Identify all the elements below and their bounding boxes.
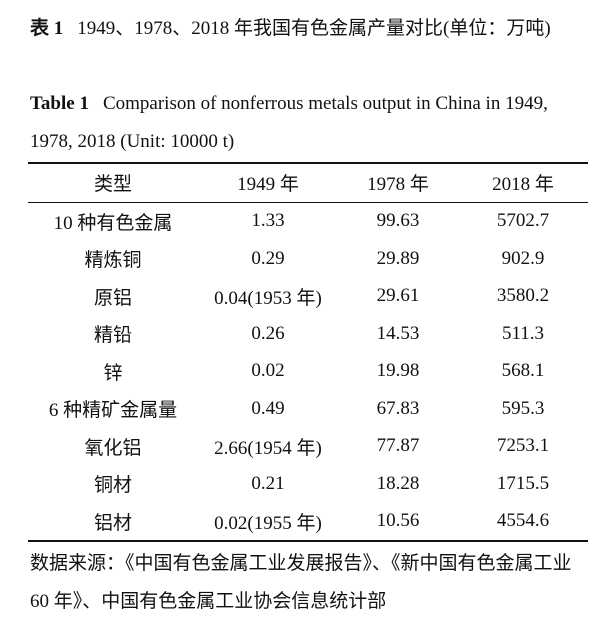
table-cell: 铜材 xyxy=(93,475,132,497)
table-cell: 0.02(1955 年) xyxy=(214,512,322,534)
table-cell: 10.56 xyxy=(376,510,420,532)
footnote: 数据来源：《中国有色金属工业发展报告》、《新中国有色金属工业 60 年》、中国有… xyxy=(30,553,572,612)
caption-en: Table 1 Comparison of nonferrous metals o… xyxy=(30,85,590,161)
table-row: 锌 0.02 19.98 568.1 xyxy=(28,353,588,391)
table-cell: 0.04(1953 年) xyxy=(214,287,322,309)
table-cell: 902.9 xyxy=(501,247,545,269)
data-table: 类型 1949 年 1978 年 2018 年 10 种有色金属 1.33 99.63 57… xyxy=(28,162,588,542)
table-cell: 568.1 xyxy=(501,360,545,382)
table-cell: 77.87 xyxy=(376,435,420,457)
table-cell: 0.26 xyxy=(251,322,285,344)
table-cell: 0.21 xyxy=(251,472,285,494)
table-cell: 6 种精矿金属量 xyxy=(48,400,178,422)
table-row: 10 种有色金属 1.33 99.63 5702.7 xyxy=(28,202,588,240)
table-cell: 5702.7 xyxy=(496,210,550,232)
table-body: 10 种有色金属 1.33 99.63 5702.7 精炼铜 0.29 29.89 902.9… xyxy=(28,202,588,541)
header-cell: 1978 年 xyxy=(367,174,429,196)
caption-label: Table 1 xyxy=(30,93,89,114)
table-row: 原铝 0.04(1953 年) 29.61 3580.2 xyxy=(28,278,588,316)
header-cell: 类型 xyxy=(93,174,132,196)
table-cell: 29.61 xyxy=(376,285,420,307)
table-row: 铝材 0.02(1955 年) 10.56 4554.6 xyxy=(28,503,588,541)
table-cell: 1715.5 xyxy=(496,472,550,494)
caption-label: 表 1 xyxy=(30,18,64,39)
table-row: 精炼铜 0.29 29.89 902.9 xyxy=(28,240,588,278)
header-row: 类型 1949 年 1978 年 2018 年 xyxy=(28,163,588,202)
table-cell: 0.29 xyxy=(251,247,285,269)
table-cell: 18.28 xyxy=(376,472,420,494)
table-cell: 7253.1 xyxy=(496,435,550,457)
table-cell: 精炼铜 xyxy=(84,250,142,272)
table-cell: 精铅 xyxy=(93,325,132,347)
table-cell: 99.63 xyxy=(376,210,420,232)
table-cell: 511.3 xyxy=(501,322,545,344)
table-cell: 铝材 xyxy=(93,512,132,534)
table-cell: 2.66(1954 年) xyxy=(214,437,322,459)
table-row: 精铅 0.26 14.53 511.3 xyxy=(28,315,588,353)
table-cell: 锌 xyxy=(103,362,123,384)
table-cell: 原铝 xyxy=(93,287,132,309)
header-cell: 2018 年 xyxy=(492,174,554,196)
table-cell: 氧化铝 xyxy=(84,437,142,459)
table-cell: 595.3 xyxy=(501,397,545,419)
caption-text: Comparison of nonferrous metals output i… xyxy=(30,93,548,152)
table-cell: 67.83 xyxy=(376,397,420,419)
table-cell: 19.98 xyxy=(376,360,420,382)
table-cell: 1.33 xyxy=(251,210,285,232)
table-cell: 0.02 xyxy=(251,360,285,382)
header-cell: 1949 年 xyxy=(237,174,299,196)
table-cell: 0.49 xyxy=(251,397,285,419)
table-cell: 14.53 xyxy=(376,322,420,344)
caption-text: 1949、1978、2018 年我国有色金属产量对比(单位：万吨) xyxy=(77,18,551,39)
table-cell: 10 种有色金属 xyxy=(53,212,173,234)
table-row: 铜材 0.21 18.28 1715.5 xyxy=(28,465,588,503)
table-cell: 4554.6 xyxy=(496,510,550,532)
table-cell: 3580.2 xyxy=(496,285,550,307)
table-cell: 29.89 xyxy=(376,247,420,269)
table-row: 氧化铝 2.66(1954 年) 77.87 7253.1 xyxy=(28,428,588,466)
caption-cn: 表 1 1949、1978、2018 年我国有色金属产量对比(单位：万吨) xyxy=(30,10,590,48)
table-row: 6 种精矿金属量 0.49 67.83 595.3 xyxy=(28,390,588,428)
